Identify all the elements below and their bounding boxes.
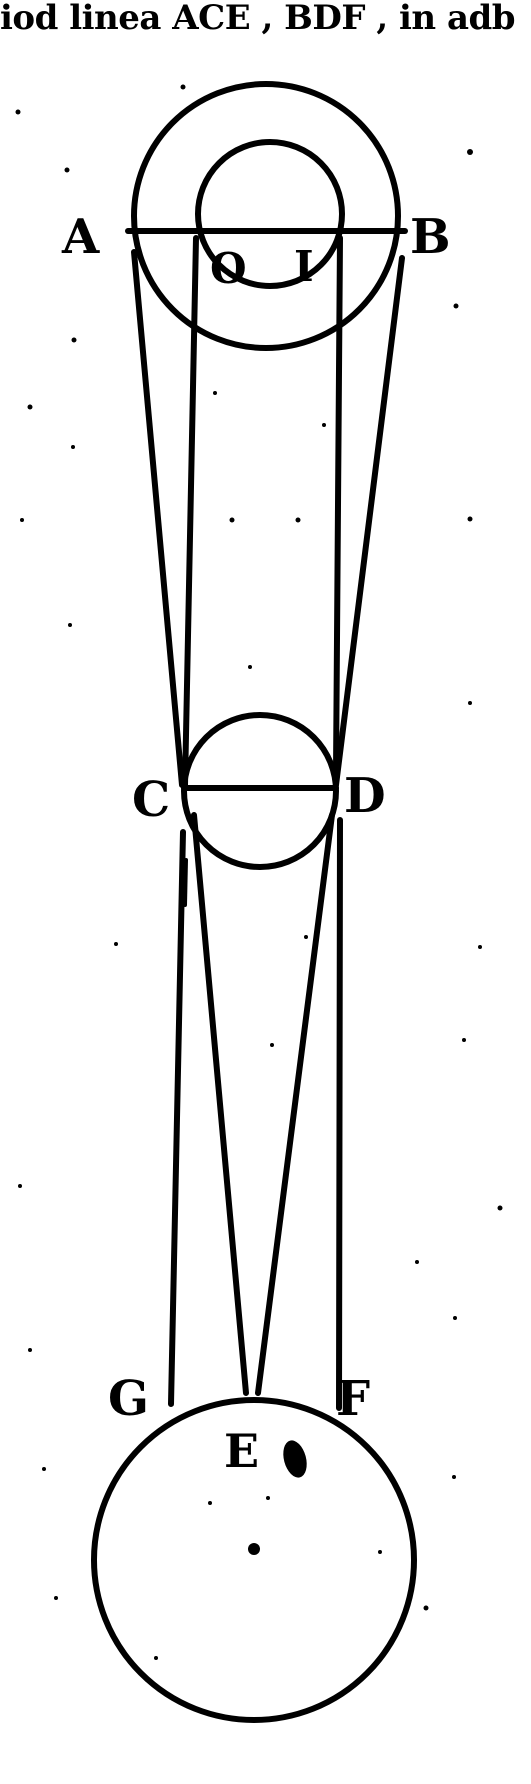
label-e: E (224, 1424, 259, 1478)
center-dot (248, 1543, 260, 1555)
circle-gef (91, 1397, 417, 1723)
label-o: O (210, 244, 247, 293)
speck (208, 1501, 212, 1505)
speck (270, 1043, 274, 1047)
speck (415, 1260, 419, 1264)
speck (452, 1475, 456, 1479)
speck (71, 337, 77, 343)
speck (68, 623, 72, 627)
label-d: D (344, 768, 386, 824)
speck (15, 109, 21, 115)
speck (114, 942, 118, 946)
circle-oi (195, 139, 345, 289)
line-c-e (191, 812, 249, 1396)
speck (42, 1467, 46, 1471)
speck (20, 518, 24, 522)
label-b: B (410, 209, 451, 265)
speck (497, 1205, 503, 1211)
point-e-dot (283, 1440, 307, 1478)
cropped-text-line: iod linea ACE , BDF , in adb (0, 0, 516, 38)
label-c: C (132, 772, 170, 828)
speck (229, 517, 235, 523)
speck (378, 1550, 382, 1554)
line-oi-left (182, 235, 199, 788)
line-oi-right (333, 235, 343, 775)
speck (453, 1316, 457, 1320)
speck (71, 445, 75, 449)
label-i: I (294, 242, 314, 291)
circle-ab (131, 81, 401, 351)
speck (478, 945, 482, 949)
speck (145, 1678, 149, 1682)
line-d-e (255, 812, 335, 1396)
speck (423, 1605, 429, 1611)
speck (64, 167, 70, 173)
label-a: A (61, 209, 100, 265)
speck (304, 935, 308, 939)
speck (18, 1184, 22, 1188)
speck (295, 517, 301, 523)
speck (28, 1348, 32, 1352)
label-f: F (336, 1371, 370, 1427)
speck (467, 149, 473, 155)
speck (462, 1038, 466, 1042)
speck (467, 516, 473, 522)
speck (248, 665, 252, 669)
line-c-g-inner-mark (183, 858, 188, 907)
line-a-c (131, 249, 185, 788)
line-b-d (333, 255, 405, 788)
speck (180, 84, 186, 90)
speck (54, 1596, 58, 1600)
speck (468, 701, 472, 705)
speck (213, 391, 217, 395)
line-c-g (168, 829, 186, 1407)
speck (322, 423, 326, 427)
speck (154, 1656, 158, 1660)
speck (453, 303, 459, 309)
line-d-f (336, 817, 343, 1411)
label-g: G (108, 1371, 149, 1427)
speck (266, 1496, 270, 1500)
speck (27, 404, 33, 410)
